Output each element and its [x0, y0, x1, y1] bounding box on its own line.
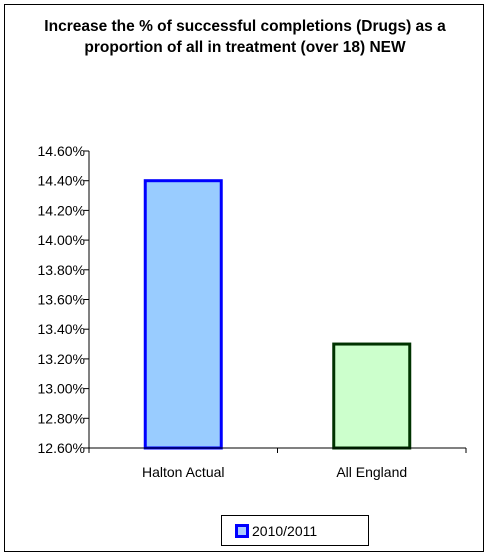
y-tick-label: 13.80%	[38, 262, 85, 278]
y-tick-label: 14.40%	[38, 173, 85, 189]
y-tick-label: 12.80%	[38, 410, 85, 426]
x-tick-label: Halton Actual	[142, 464, 225, 480]
x-tick-label: All England	[336, 464, 407, 480]
y-tick-label: 14.20%	[38, 202, 85, 218]
y-tick-label: 13.20%	[38, 351, 85, 367]
y-tick-label: 12.60%	[38, 440, 85, 456]
y-tick-label: 14.00%	[38, 232, 85, 248]
bar-1	[332, 342, 412, 450]
y-tick-label: 13.00%	[38, 381, 85, 397]
bar-0	[143, 179, 223, 450]
y-tick-label: 13.60%	[38, 292, 85, 308]
legend-label: 2010/2011	[252, 523, 318, 539]
legend: 2010/2011	[221, 515, 369, 546]
chart-frame	[4, 4, 484, 552]
y-tick-label: 14.60%	[38, 143, 85, 159]
legend-swatch	[235, 524, 249, 538]
y-tick-label: 13.40%	[38, 321, 85, 337]
chart-title: Increase the % of successful completions…	[44, 18, 446, 56]
